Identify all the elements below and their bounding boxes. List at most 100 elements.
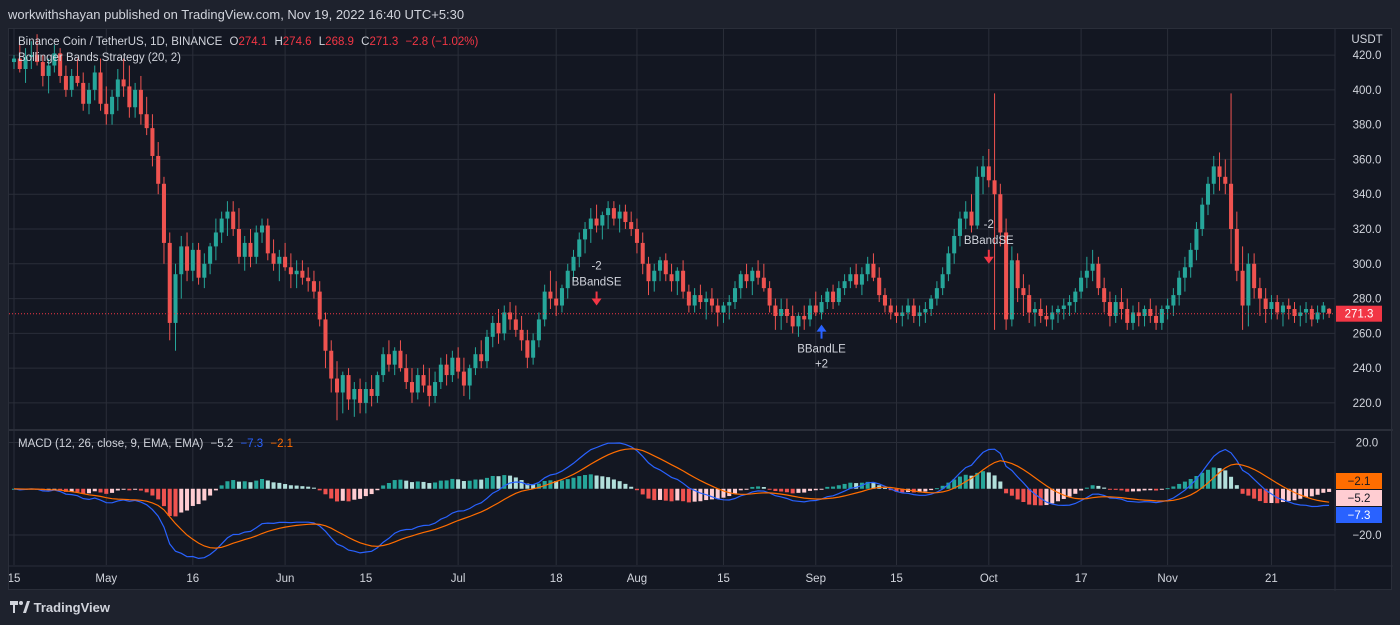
candle-body: [185, 246, 190, 271]
candle: [381, 347, 386, 383]
histogram-bar: [854, 483, 859, 489]
candle: [1090, 249, 1095, 282]
candle-body: [559, 288, 564, 306]
candle: [900, 305, 905, 327]
histogram-bar: [1027, 488, 1032, 505]
candle-body: [738, 274, 743, 289]
histogram-bar: [940, 485, 945, 489]
candle: [283, 242, 288, 271]
histogram-bar: [600, 476, 605, 489]
tradingview-logo[interactable]: TradingView: [10, 600, 110, 615]
histogram-bar: [133, 488, 138, 490]
chart-frame[interactable]: 220.0 240.0 260.0 280.0 300.0 320.0 340.0 360.0…: [8, 28, 1393, 591]
candle: [271, 239, 276, 271]
histogram-bar: [1217, 468, 1222, 489]
candle: [1182, 256, 1187, 292]
candle-body: [1327, 308, 1332, 314]
candle: [496, 309, 501, 344]
candle-body: [923, 309, 928, 313]
candle: [744, 263, 749, 289]
candle-body: [969, 211, 974, 226]
histogram-bar: [784, 488, 789, 493]
histogram-bar: [819, 488, 824, 490]
histogram-bar: [1286, 488, 1291, 501]
candle-body: [363, 389, 368, 403]
candle-body: [1061, 305, 1066, 309]
candle: [1240, 246, 1245, 330]
histogram-bar: [1044, 488, 1049, 506]
candle-body: [704, 298, 709, 303]
buy-arrow-head: [816, 324, 827, 332]
candle-body: [629, 222, 634, 229]
histogram-bar: [1309, 488, 1314, 497]
histogram-bar: [1050, 488, 1055, 504]
histogram-bar: [98, 488, 103, 493]
candle: [513, 305, 518, 337]
candle: [992, 93, 997, 330]
histogram-bar: [461, 481, 466, 489]
macd-tick-label: −20.0: [1352, 530, 1381, 542]
candle: [1269, 295, 1274, 320]
histogram-bar: [1263, 488, 1268, 504]
candle-body: [104, 103, 109, 115]
histogram-bar: [1240, 488, 1245, 494]
histogram-bar: [559, 480, 564, 489]
histogram-bar: [433, 482, 438, 489]
histogram-bar: [998, 481, 1003, 489]
candle: [1038, 298, 1043, 323]
candle-body: [121, 79, 126, 87]
histogram-bar: [202, 488, 207, 501]
candle-body: [138, 89, 143, 115]
histogram-bar: [381, 485, 386, 489]
candle: [1021, 274, 1026, 316]
candle: [11, 55, 17, 69]
candle: [952, 229, 957, 264]
histogram-bar: [796, 488, 801, 493]
candle: [767, 281, 772, 313]
candle: [127, 65, 132, 118]
time-tick-label: 17: [1075, 573, 1088, 585]
candle-body: [1280, 305, 1285, 313]
symbol-label: Binance Coin / TetherUS, 1D, BINANCE: [18, 36, 223, 48]
candle: [854, 263, 859, 289]
histogram-bar: [1021, 488, 1026, 503]
candle: [1067, 295, 1072, 316]
histogram-bar: [807, 488, 813, 491]
histogram-bar: [242, 481, 247, 489]
histogram-bar: [115, 488, 120, 491]
candle: [998, 183, 1003, 247]
histogram-bar: [865, 481, 870, 489]
chart-canvas[interactable]: 220.0 240.0 260.0 280.0 300.0 320.0 340.0 360.0…: [9, 29, 1393, 591]
candle: [888, 298, 893, 320]
histogram-bar: [779, 488, 784, 492]
price-tick-label: 400.0: [1353, 85, 1382, 97]
macd-signal-value: −2.1: [270, 438, 294, 450]
histogram-bar: [571, 477, 576, 489]
candle-body: [271, 253, 276, 264]
candle: [1004, 218, 1009, 330]
candle-body: [1177, 277, 1182, 296]
macd-legend[interactable]: MACD (12, 26, close, 9, EMA, EMA) −5.2 −…: [18, 438, 293, 450]
tradingview-brand: TradingView: [33, 600, 110, 615]
candle: [652, 263, 657, 292]
candle: [1142, 305, 1147, 327]
candle: [1061, 298, 1066, 320]
candle: [421, 364, 426, 393]
candle-body: [1021, 288, 1026, 296]
histogram-bar: [894, 488, 899, 492]
candles: [11, 34, 1332, 421]
candle-body: [92, 72, 97, 90]
histogram-bar: [681, 488, 686, 502]
candle-body: [1304, 309, 1309, 313]
candle: [732, 281, 738, 309]
strategy-legend[interactable]: Bollinger Bands Strategy (20, 2): [18, 52, 181, 64]
candle-body: [1298, 312, 1303, 316]
strategy-label: Bollinger Bands Strategy (20, 2): [18, 52, 182, 64]
histogram-bar: [1084, 487, 1089, 489]
histogram-bar: [929, 488, 934, 491]
candle: [790, 305, 795, 334]
candle-body: [1073, 291, 1078, 303]
signal-value-tag-label: −2.1: [1348, 476, 1371, 488]
histogram-bar: [363, 488, 368, 497]
histogram-bar: [300, 486, 305, 489]
